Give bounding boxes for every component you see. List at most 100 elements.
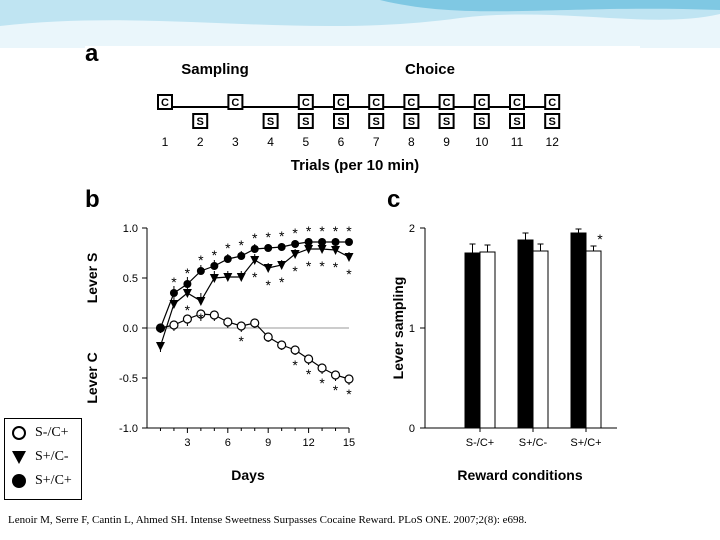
legend-label: S+/C- [35,449,69,464]
category-label: S-/C+ [466,437,494,449]
data-point-s-minus-c-plus [196,309,206,319]
filled-circle-icon [12,474,26,488]
trial-box-s-label: S [197,116,204,128]
trial-number: 7 [373,135,380,149]
panel-b-letter: b [85,186,100,213]
trial-box-c-label: C [161,97,169,109]
significance-star: * [319,223,325,239]
panel-a-xlabel: Trials (per 10 min) [291,157,419,174]
banner-wave-dark [380,0,720,12]
bar [464,252,481,429]
significance-star: * [265,229,271,245]
panel-a-schematic: Sampling Choice C1S2C3S4CS5CS6CS7CS8CS9C… [157,61,561,174]
data-point-s-plus-c-minus [317,245,327,254]
significance-star: * [333,382,339,398]
trial-box-s [438,113,455,129]
trial-number: 2 [197,135,204,149]
trial-box-s [297,113,314,129]
y-axis-label-top: Lever S [85,253,100,304]
significance-star: * [292,357,298,373]
trial-box-s [544,113,561,129]
trial-box-s [368,113,385,129]
bar [532,250,549,429]
trial-number: 12 [546,135,560,149]
data-point-s-plus-c-plus [223,255,232,263]
data-point-s-plus-c-plus [331,238,340,246]
data-point-s-minus-c-plus [236,321,246,331]
data-point-s-plus-c-minus [236,273,246,282]
significance-star: * [346,223,352,239]
significance-star: * [252,269,258,285]
y-tick-label: 2 [409,223,415,235]
x-tick-label: 6 [225,437,231,449]
significance-star: * [198,310,204,326]
legend-item-s-plus-c-plus: S+/C+ [11,471,72,491]
trial-box-c-label: C [302,97,310,109]
trial-box-c-label: C [372,97,380,109]
bar [517,239,534,429]
data-point-s-plus-c-minus [155,342,165,351]
significance-star: * [306,258,312,274]
trial-box-c [403,94,420,110]
category-label: S+/C- [519,437,548,449]
data-point-s-plus-c-plus [237,252,246,260]
significance-star: * [346,266,352,282]
significance-star: * [279,274,285,290]
trial-box-c [509,94,525,110]
trial-box-c-label: C [548,97,556,109]
trial-box-s-label: S [478,116,485,128]
trial-number: 10 [475,135,489,149]
data-point-s-minus-c-plus [263,332,273,342]
trial-box-c-label: C [478,97,486,109]
significance-star: * [292,263,298,279]
data-point-s-plus-c-plus [196,267,205,275]
data-point-s-plus-c-minus [196,297,206,306]
data-point-s-plus-c-plus [169,289,178,297]
x-tick-label: 15 [343,437,355,449]
significance-star: * [597,231,603,247]
y-tick-label: -0.5 [119,373,138,385]
significance-star: * [292,225,298,241]
significance-star: * [279,228,285,244]
data-point-s-plus-c-plus [345,238,353,246]
y-tick-label: 1.0 [123,223,138,235]
trial-box-s-label: S [513,116,520,128]
data-point-s-plus-c-plus [291,240,300,248]
data-point-s-plus-c-minus [263,264,273,273]
trial-box-c [473,94,490,110]
trial-box-c-label: C [231,97,239,109]
trial-number: 1 [162,135,169,149]
bar [479,251,496,429]
significance-star: * [198,252,204,268]
data-point-s-plus-c-plus [264,244,273,252]
category-label: S+/C+ [570,437,601,449]
data-point-s-plus-c-minus [331,246,341,255]
x-axis-label: Reward conditions [457,467,582,483]
significance-star: * [306,366,312,382]
bar [585,250,602,429]
trial-number: 6 [338,135,345,149]
legend-item-s-plus-c-minus: S+/C- [11,447,69,467]
panel-a-letter: a [85,40,99,67]
legend-label: S+/C+ [35,473,72,488]
legend: S-/C+ S+/C- S+/C+ [4,418,82,500]
significance-star: * [265,277,271,293]
trial-number: 5 [302,135,309,149]
trial-box-s-label: S [408,116,415,128]
trial-box-s [262,113,279,129]
sampling-label: Sampling [181,61,249,78]
trial-box-c [157,94,173,110]
choice-label: Choice [405,61,455,78]
trial-number: 3 [232,135,239,149]
data-point-s-plus-c-minus [209,274,219,283]
data-point-s-minus-c-plus [209,310,219,320]
trial-box-c [438,94,455,110]
trial-box-s [333,113,349,129]
significance-star: * [319,375,325,391]
panel-b-line-chart: 1.0 0.5 0.0 -0.5 -1.0 3 6 9 12 15 Days Lever S Lever… [85,223,355,483]
significance-star: * [225,240,231,256]
data-point-s-plus-c-plus [304,238,313,246]
legend-item-s-minus-c-plus: S-/C+ [11,423,69,443]
trial-box-c-label: C [407,97,415,109]
data-point-s-minus-c-plus [277,340,287,350]
